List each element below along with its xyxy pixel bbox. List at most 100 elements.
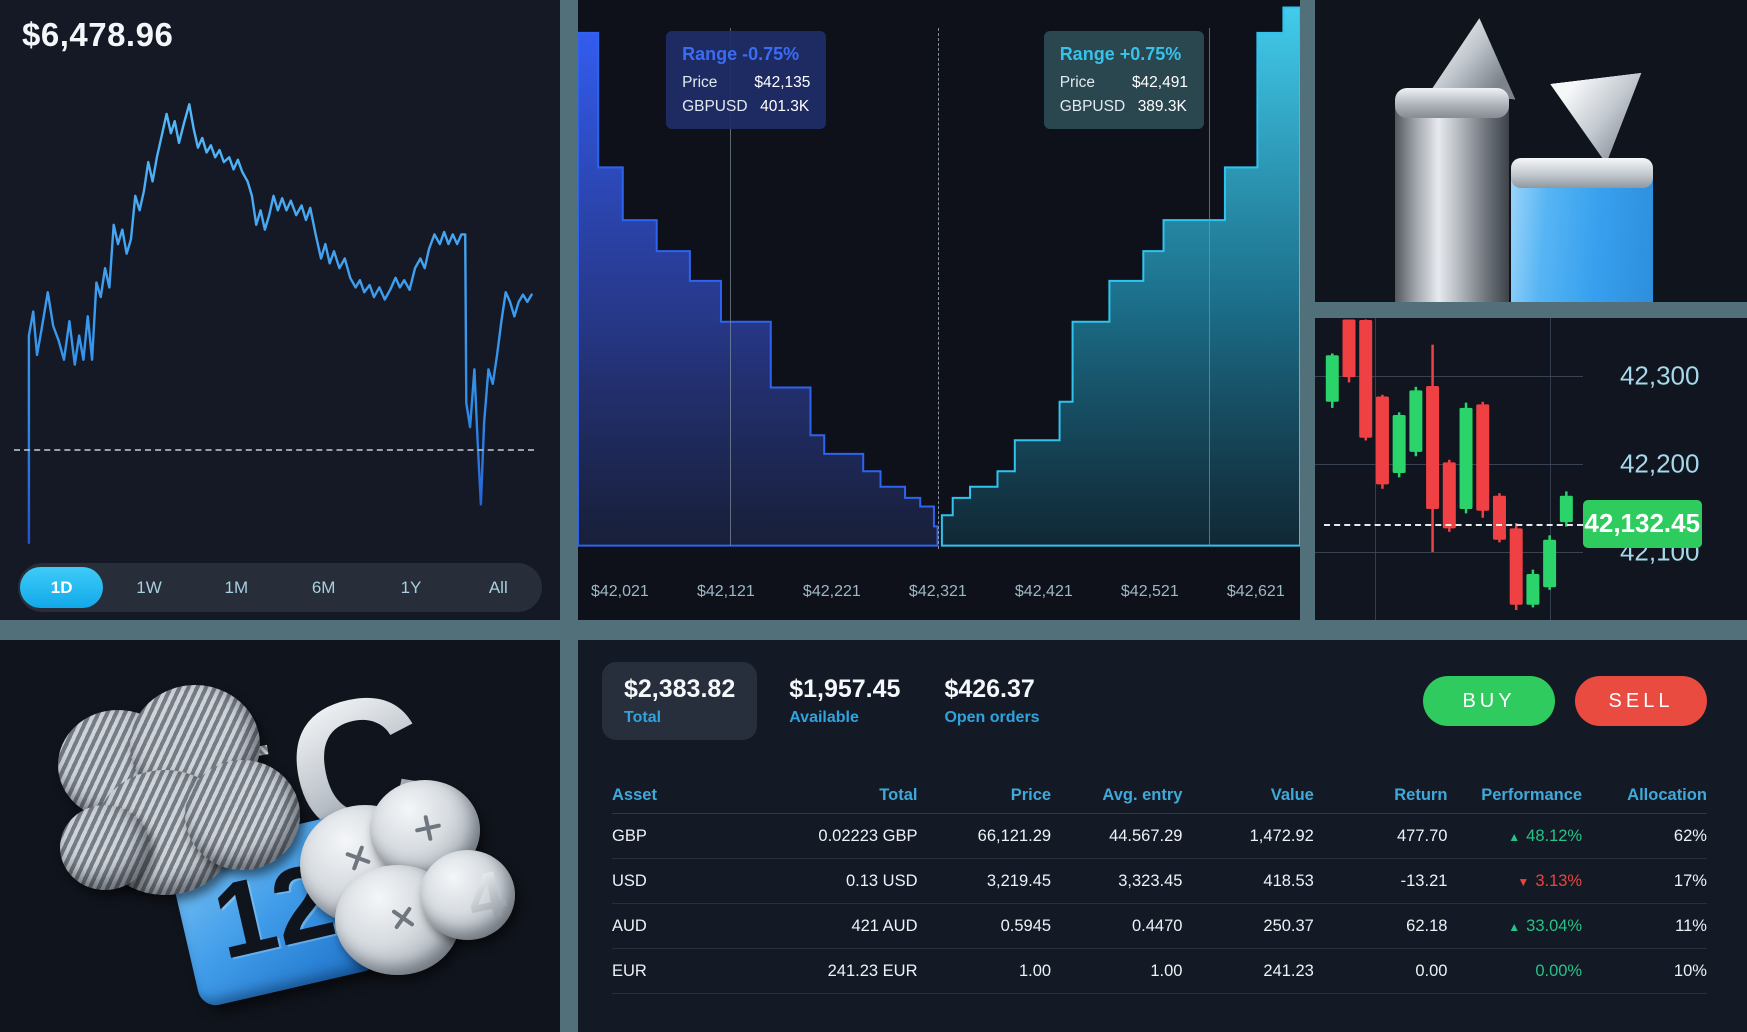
column-header-asset[interactable]: Asset — [612, 786, 657, 804]
bid-range-title: Range -0.75% — [682, 44, 800, 64]
depth-chart[interactable] — [578, 0, 1300, 620]
timeframe-1w[interactable]: 1W — [136, 578, 162, 597]
cell: 1.00 — [1018, 961, 1052, 980]
depth-x-label: $42,421 — [1014, 582, 1073, 600]
table-row-usd[interactable]: USD 0.13 USD 3,219.45 3,323.45 418.53 -13.21 ▼… — [612, 859, 1707, 904]
cell: 3,219.45 — [986, 871, 1052, 890]
timeframe-all[interactable]: All — [488, 578, 508, 597]
candlestick-panel: 42,300 42,200 42,100 42,132.45 — [1315, 318, 1747, 620]
buy-button[interactable]: BUY — [1423, 676, 1555, 726]
triangle-down-icon: ▼ — [1517, 874, 1530, 889]
ask-range-tooltip: Range +0.75% Price $42,491 GBPUSD 389.3K — [1043, 31, 1204, 129]
sell-button[interactable]: SELL — [1575, 676, 1707, 726]
allocation-cell: 17% — [1673, 871, 1707, 890]
timeframe-6m[interactable]: 6M — [311, 578, 336, 597]
allocation-cell: 11% — [1675, 916, 1707, 935]
cell: 250.37 — [1263, 916, 1314, 935]
table-row-aud[interactable]: AUD 421 AUD 0.5945 0.4470 250.37 62.18 ▲ 33.04%… — [612, 904, 1707, 949]
holdings-table: Asset Total Price Avg. entry Value Return Perf… — [612, 778, 1707, 994]
candle-up — [1409, 390, 1423, 452]
candle-up — [1392, 414, 1406, 473]
cell: 62.18 — [1406, 916, 1448, 935]
cell: 477.70 — [1396, 826, 1448, 845]
portfolio-summary: $2,383.82 Total $1,957.45 Available $426… — [602, 662, 1707, 740]
timeframe-1d[interactable]: 1D — [20, 567, 104, 608]
abstract-numbers-illustration: C 5 12 4 — [0, 640, 560, 1032]
cell: 0.4470 — [1132, 916, 1183, 935]
cell: 3,323.45 — [1118, 871, 1183, 890]
blue-column — [1511, 170, 1653, 302]
timeframe-1m[interactable]: 1M — [224, 578, 249, 597]
bid-depth-area — [578, 33, 938, 546]
vertical-divider — [1300, 0, 1315, 640]
triangle-up-icon: ▲ — [1508, 919, 1521, 934]
timeframe-1y[interactable]: 1Y — [400, 578, 422, 597]
total-label: Total — [624, 709, 662, 726]
trade-buttons: BUY SELL — [1423, 676, 1707, 726]
current-price-dashed-line — [1323, 523, 1583, 526]
cell: 241.23 EUR — [827, 961, 918, 980]
candle-down — [1492, 495, 1506, 540]
price-axis-label: 42,200 — [1619, 448, 1700, 479]
depth-x-axis: $42,021 $42,121 $42,221 $42,321 $42,421 $42,5… — [578, 583, 1300, 603]
candle-down — [1426, 385, 1440, 509]
cell: 0.00 — [1415, 961, 1448, 980]
column-header-return[interactable]: Return — [1394, 786, 1448, 804]
silver-column — [1395, 96, 1509, 302]
silver-column-top — [1395, 88, 1509, 118]
allocation-cell: 62% — [1673, 826, 1707, 845]
candlestick-chart[interactable] — [1315, 318, 1747, 620]
candle-down — [1476, 404, 1490, 511]
cell: 1.00 — [1150, 961, 1183, 980]
summary-available: $1,957.45 Available — [789, 662, 900, 740]
mid-price-dashed-line — [937, 27, 939, 549]
price-axis-label: 42,300 — [1619, 360, 1700, 391]
depth-x-label: $42,221 — [802, 582, 861, 600]
open-orders-value: $426.37 — [944, 675, 1035, 703]
tooltip-row-gbpusd: GBPUSD 401.3K — [682, 98, 810, 115]
allocation-cell: 10% — [1673, 961, 1707, 980]
column-header-value[interactable]: Value — [1270, 786, 1314, 804]
column-header-total[interactable]: Total — [879, 786, 918, 804]
cell: 0.02223 GBP — [818, 826, 918, 845]
range-lower-marker-line — [729, 27, 731, 546]
ask-range-title: Range +0.75% — [1059, 44, 1182, 64]
tooltip-row-price: Price $42,135 — [682, 74, 811, 91]
depth-x-label: $42,121 — [696, 582, 755, 600]
column-header-price[interactable]: Price — [1010, 786, 1052, 804]
performance-cell: ▼ 3.13% — [1517, 871, 1583, 890]
tooltip-row-gbpusd: GBPUSD 389.3K — [1059, 98, 1187, 115]
open-orders-label: Open orders — [944, 709, 1040, 726]
table-row-eur[interactable]: EUR 241.23 EUR 1.00 1.00 241.23 0.00 0.00% 10% — [612, 949, 1707, 994]
column-header-performance[interactable]: Performance — [1481, 786, 1583, 804]
candle-up — [1526, 574, 1540, 605]
tooltip-row-price: Price $42,491 — [1059, 74, 1188, 91]
down-triangle-icon — [1550, 73, 1652, 170]
timeframe-selector: 1D 1W 1M 6M 1Y All — [18, 563, 542, 612]
candle-down — [1359, 320, 1373, 438]
table-row-gbp[interactable]: GBP 0.02223 GBP 66,121.29 44.567.29 1,472.92… — [612, 814, 1707, 859]
cell: 0.5945 — [1000, 916, 1052, 935]
striped-blob — [60, 805, 150, 890]
vertical-gridline — [1374, 318, 1376, 620]
candle-down — [1375, 396, 1389, 485]
available-label: Available — [789, 709, 859, 726]
column-header-allocation[interactable]: Allocation — [1627, 786, 1707, 804]
portfolio-panel: $2,383.82 Total $1,957.45 Available $426… — [578, 640, 1747, 1032]
cell: AUD — [612, 916, 647, 935]
cell: GBP — [612, 826, 647, 845]
column-header-avg-entry[interactable]: Avg. entry — [1102, 786, 1183, 804]
triangle-up-icon: ▲ — [1508, 829, 1521, 844]
candle-up — [1543, 539, 1557, 588]
summary-open-orders: $426.37 Open orders — [944, 662, 1039, 740]
balance-line-chart — [10, 85, 550, 567]
cell: 418.53 — [1263, 871, 1314, 890]
horizontal-divider — [1315, 302, 1747, 318]
cell: 0.13 USD — [845, 871, 918, 890]
candle-up — [1559, 495, 1573, 523]
balance-reference-dashed-line — [14, 448, 534, 451]
current-price-badge: 42,132.45 — [1582, 499, 1702, 548]
vertical-divider — [560, 0, 578, 1032]
horizontal-gridline — [1315, 552, 1583, 554]
